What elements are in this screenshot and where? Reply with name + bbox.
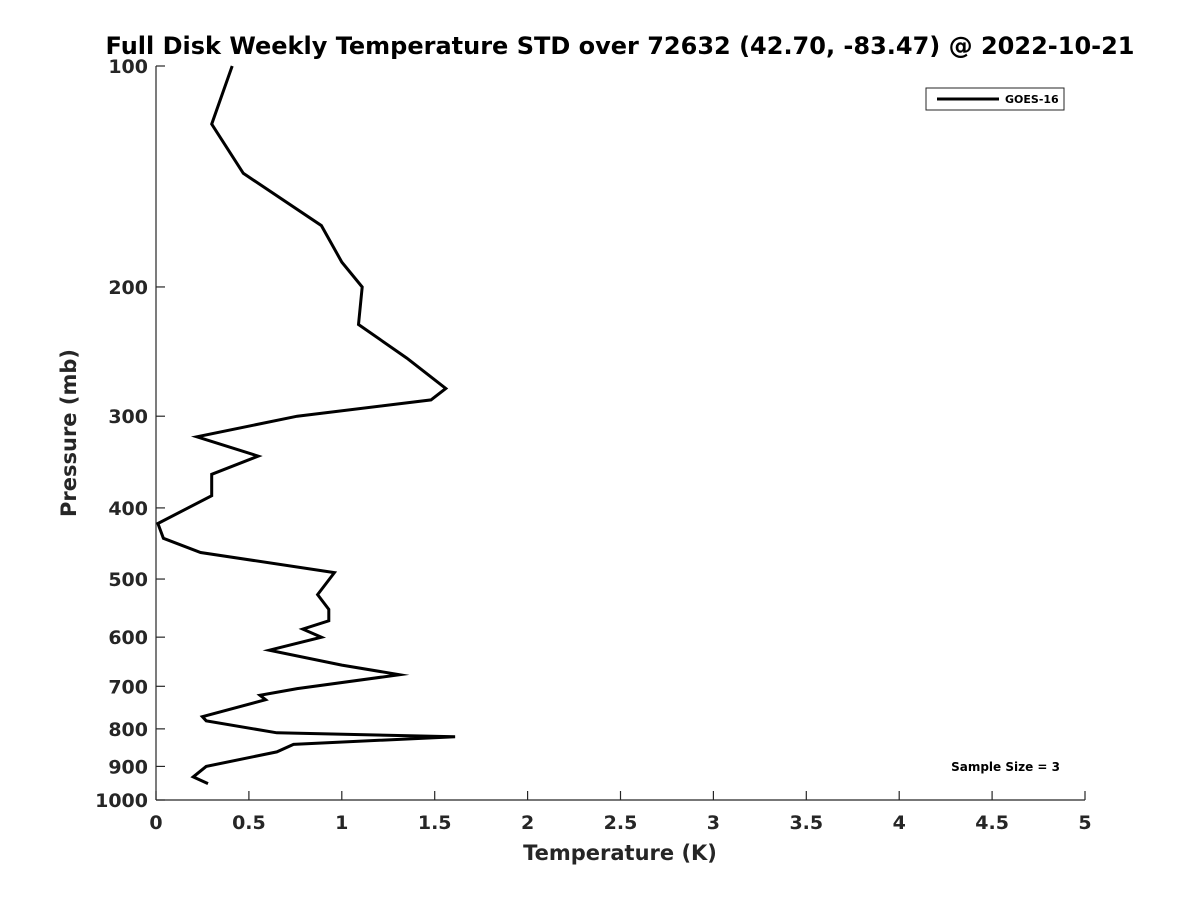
- legend: GOES-16: [925, 87, 1065, 111]
- x-ticks: 0 0.5 1 1.5 2 2.5 3 3.5 4 4.5 5: [149, 791, 1092, 834]
- y-tick-label: 400: [108, 498, 148, 520]
- series-line-goes-16: [156, 65, 456, 785]
- x-tick-label: 2.5: [604, 812, 638, 834]
- y-tick-label: 700: [108, 676, 148, 698]
- x-tick-label: 0: [149, 812, 162, 834]
- y-axis-label: Pressure (mb): [57, 349, 81, 517]
- y-tick-label: 900: [108, 756, 148, 778]
- x-axis-label: Temperature (K): [523, 841, 717, 865]
- x-tick-label: 4: [893, 812, 906, 834]
- sample-size-annotation: Sample Size = 3: [951, 760, 1060, 774]
- x-tick-label: 1: [335, 812, 348, 834]
- x-tick-label: 5: [1078, 812, 1091, 834]
- x-tick-label: 3.5: [789, 812, 823, 834]
- y-tick-label: 200: [108, 277, 148, 299]
- y-tick-label: 500: [108, 569, 148, 591]
- x-tick-label: 3: [707, 812, 720, 834]
- x-tick-label: 2: [521, 812, 534, 834]
- legend-label: GOES-16: [1005, 93, 1059, 106]
- x-tick-label: 4.5: [975, 812, 1009, 834]
- series-group: [156, 65, 456, 785]
- y-ticks: 100 200 300 400 500 600 700 800 900 1000: [95, 56, 165, 812]
- y-tick-label: 300: [108, 406, 148, 428]
- y-tick-label: 100: [108, 56, 148, 78]
- y-tick-label: 600: [108, 627, 148, 649]
- x-tick-label: 1.5: [418, 812, 452, 834]
- x-tick-label: 0.5: [232, 812, 266, 834]
- y-tick-label: 800: [108, 719, 148, 741]
- chart-title: Full Disk Weekly Temperature STD over 72…: [106, 32, 1135, 60]
- y-tick-label: 1000: [95, 790, 148, 812]
